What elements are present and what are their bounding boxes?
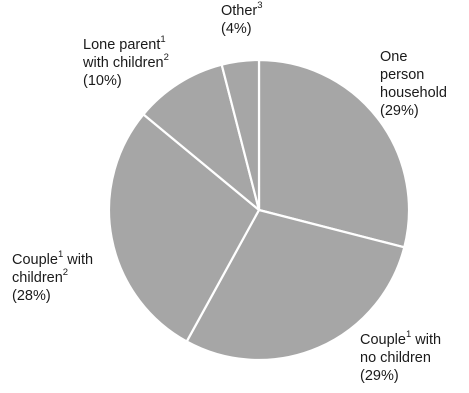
slice-label-text: (29%) [380,103,419,119]
slice-label-other: Other3 (4%) [221,0,263,38]
slice-label-line: no children [360,349,441,367]
pie-slice-one-person-household [257,58,411,249]
footnote-marker: 1 [160,34,166,46]
slice-label-couple-no-children: Couple1 with no children (29%) [360,329,442,385]
slice-label-lone-parent: Lone parent1 with children2 (10%) [83,34,169,90]
slice-label-text: One [380,49,408,65]
footnote-marker: 1 [57,249,64,261]
footnote-marker: 2 [163,52,169,64]
slice-label-line: Other3 [221,0,263,20]
slice-label-text: household [380,85,447,101]
slice-label-line: person [380,66,447,84]
slice-label-text: (4%) [221,21,252,37]
slice-label-text: (28%) [12,288,51,304]
footnote-marker: 1 [405,329,412,341]
slice-label-line: household [380,84,447,102]
pie-slice-couple-with-no-children [185,208,406,362]
slice-label-line: (10%) [83,72,169,90]
slice-label-couple-with-children: Couple1 with children2 (28%) [12,249,94,305]
pie-slice-couple-with-children [107,113,261,343]
slice-label-line: Lone parent1 [83,34,169,54]
slice-label-one-person: One person household (29%) [380,48,447,120]
slice-label-text: person [380,67,425,83]
slice-label-text: with children [83,55,164,71]
slice-label-line: Couple1 with [12,249,94,269]
pie-slice-other [220,58,261,212]
slice-label-line: (28%) [12,287,93,305]
slice-label-line: (29%) [380,102,447,120]
slice-label-text: Lone parent [83,37,161,53]
slice-label-text: Couple [12,252,58,268]
slice-label-text: no children [360,350,431,366]
footnote-marker: 2 [62,267,69,279]
slice-label-line: One [380,48,447,66]
slice-label-text: (10%) [83,73,122,89]
slice-label-line: Couple1 with [360,329,442,349]
slice-label-line: children2 [12,267,93,287]
slice-label-text: children [12,270,63,286]
slice-label-line: (4%) [221,20,263,38]
footnote-marker: 3 [257,0,263,12]
slice-label-text: with [63,252,94,268]
slice-label-text: Couple [360,332,406,348]
slice-label-text: with [411,332,442,348]
slice-label-text: (29%) [360,368,399,384]
slice-label-text: Other [221,3,258,19]
slice-label-line: with children2 [83,52,169,72]
slice-label-line: (29%) [360,367,441,385]
